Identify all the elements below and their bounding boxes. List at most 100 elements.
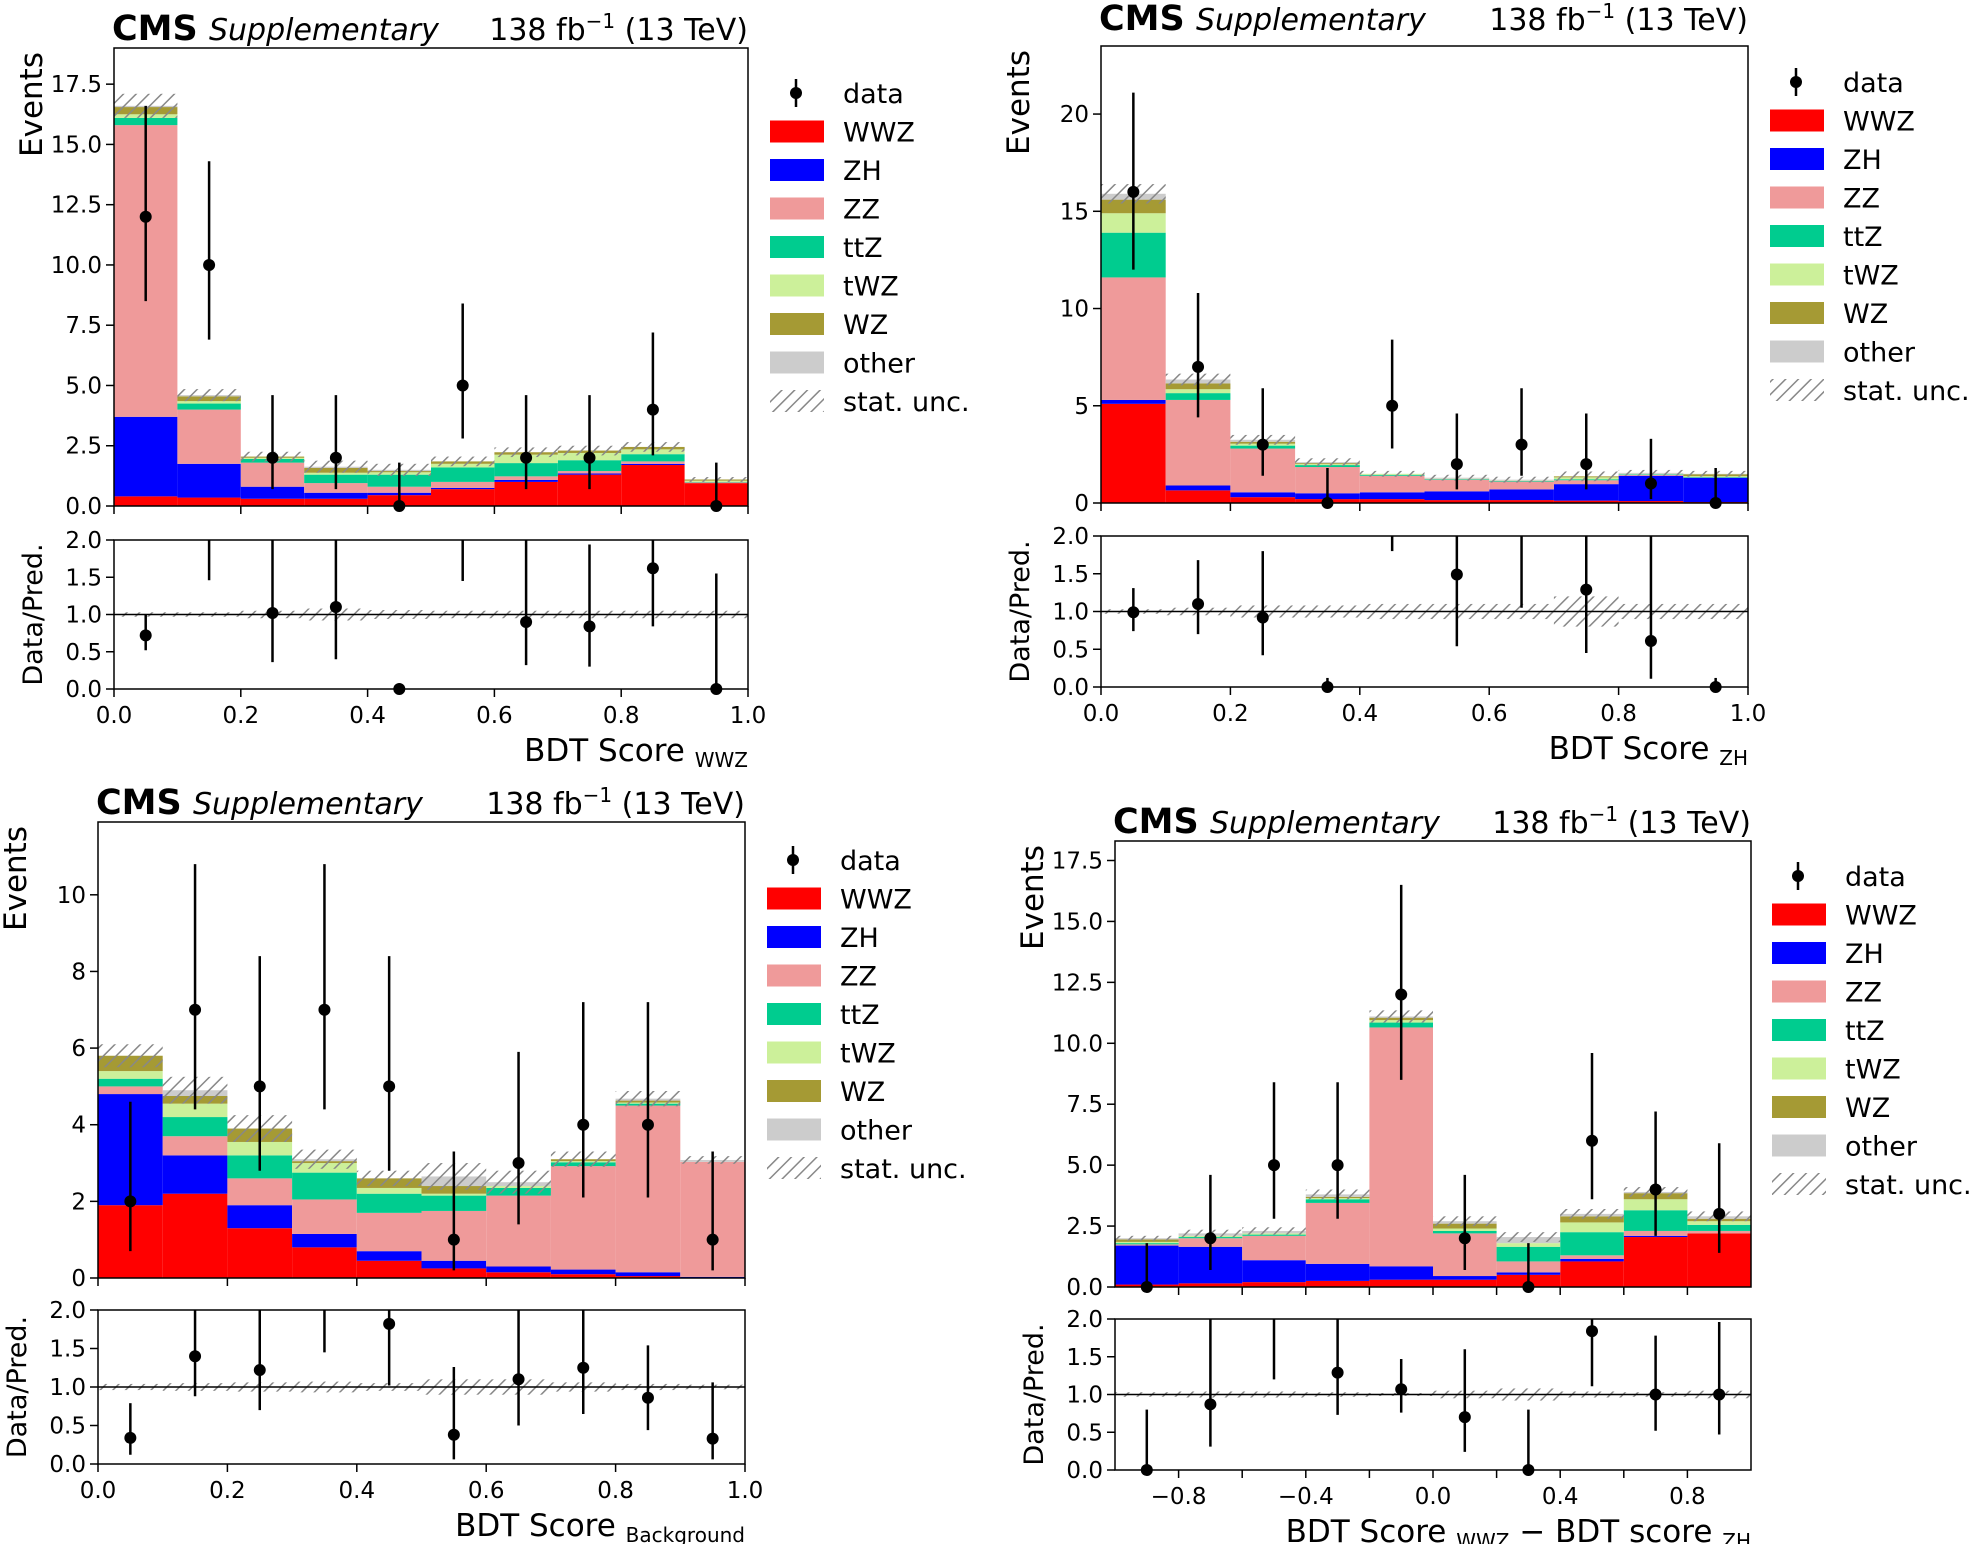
y-tick-label: 8 bbox=[71, 959, 86, 985]
legend-swatch-ttz bbox=[770, 236, 824, 258]
bar-wwz bbox=[550, 1274, 616, 1278]
legend-label: tWZ bbox=[1843, 261, 1899, 292]
legend-label: tWZ bbox=[843, 272, 899, 303]
ratio-y-tick-label: 1.0 bbox=[1066, 1383, 1103, 1409]
bar-wwz bbox=[615, 1276, 681, 1278]
bar-ttz bbox=[431, 467, 495, 482]
data-point bbox=[1713, 1207, 1726, 1220]
legend-item: data bbox=[1792, 862, 1906, 893]
bar-zh bbox=[304, 492, 368, 499]
bar-wwz bbox=[621, 465, 685, 506]
stat-unc-band bbox=[356, 1170, 422, 1187]
ratio-point bbox=[706, 1432, 719, 1445]
bar-ttz bbox=[1560, 1232, 1624, 1256]
y-tick-label: 7.5 bbox=[1066, 1092, 1103, 1118]
legend-label: other bbox=[840, 1116, 913, 1147]
bar-zh bbox=[486, 1266, 551, 1273]
data-point bbox=[1127, 185, 1140, 198]
legend-swatch-wz bbox=[1770, 302, 1824, 324]
legend-item: WZ bbox=[770, 310, 888, 341]
data-point bbox=[520, 451, 533, 464]
bar-wwz bbox=[431, 489, 495, 506]
legend-swatch-twz bbox=[1770, 263, 1824, 286]
bar-zh bbox=[356, 1251, 422, 1261]
bar-wwz bbox=[1305, 1280, 1370, 1287]
legend-label: WZ bbox=[840, 1077, 885, 1108]
bar-zz bbox=[162, 1136, 228, 1156]
x-tick-label: 0.4 bbox=[1342, 701, 1379, 727]
ratio-point bbox=[1580, 583, 1593, 596]
bar-zh bbox=[162, 1155, 228, 1194]
y-tick-label: 0 bbox=[71, 1266, 86, 1292]
ratio-y-tick-label: 0.0 bbox=[65, 677, 102, 703]
bar-zh bbox=[177, 463, 241, 498]
y-tick-label: 7.5 bbox=[65, 313, 102, 339]
data-point bbox=[1580, 458, 1593, 471]
data-point bbox=[1450, 458, 1463, 471]
ratio-y-tick-label: 1.5 bbox=[1052, 562, 1089, 588]
legend-label: WZ bbox=[1843, 299, 1888, 330]
bar-zh bbox=[240, 486, 305, 499]
data-point bbox=[1649, 1183, 1662, 1196]
data-point bbox=[1204, 1232, 1217, 1245]
legend-swatch-wwz bbox=[1770, 109, 1824, 132]
legend-label: other bbox=[1845, 1132, 1918, 1163]
bar-zz bbox=[1242, 1235, 1306, 1261]
bar-zh bbox=[615, 1272, 681, 1277]
bar-twz bbox=[356, 1187, 422, 1194]
legend-swatch-other bbox=[770, 351, 824, 374]
x-tick-label: 0.8 bbox=[597, 1478, 634, 1504]
lumi-value: 138 fb bbox=[489, 13, 585, 48]
x-tick-label: 0.0 bbox=[96, 703, 133, 729]
bar-wwz bbox=[1178, 1283, 1243, 1287]
data-point bbox=[253, 1080, 266, 1093]
ratio-point bbox=[1395, 1383, 1408, 1396]
plot-header: CMS Supplementary 138 fb−1 (13 TeV) bbox=[1099, 0, 1748, 39]
data-point bbox=[318, 1003, 331, 1016]
y-tick-label: 20 bbox=[1060, 102, 1089, 128]
data-point bbox=[1268, 1159, 1280, 1172]
y-tick-label: 17.5 bbox=[1052, 848, 1103, 874]
legend-item: tWZ bbox=[1770, 261, 1899, 292]
main-axes-frame bbox=[1100, 45, 1749, 504]
y-tick-label: 12.5 bbox=[1052, 970, 1103, 996]
x-tick-label: 1.0 bbox=[1730, 701, 1767, 727]
legend-item: WWZ bbox=[767, 885, 912, 916]
legend-swatch-ttz bbox=[767, 1003, 821, 1025]
legend-item: stat. unc. bbox=[770, 387, 970, 418]
legend-swatch-twz bbox=[1772, 1057, 1826, 1080]
legend-label: ZZ bbox=[1843, 184, 1880, 215]
x-tick-label: 0.4 bbox=[349, 703, 386, 729]
legend-swatch-ttz bbox=[1772, 1019, 1826, 1041]
ratio-y-axis-label: Data/Pred. bbox=[1019, 1323, 1050, 1465]
bar-zh bbox=[1553, 484, 1619, 501]
y-tick-label: 5.0 bbox=[65, 373, 102, 399]
data-points bbox=[1127, 92, 1722, 509]
panel-4: CMS Supplementary 138 fb−1 (13 TeV) 0.0 2.5 5… bbox=[1015, 802, 1972, 1544]
ratio-point bbox=[1649, 1388, 1662, 1401]
data-point bbox=[1515, 438, 1528, 451]
ratio-y-axis-label: Data/Pred. bbox=[1005, 540, 1036, 682]
bar-zh bbox=[114, 416, 178, 497]
bar-wwz bbox=[1489, 500, 1554, 503]
panel-1: CMS Supplementary 138 fb−1 (13 TeV) 0.0 2.5 5… bbox=[14, 9, 970, 772]
legend-label: WZ bbox=[843, 310, 888, 341]
x-label-main: BDT Score bbox=[524, 733, 695, 769]
x-tick-label: 0.0 bbox=[80, 1478, 117, 1504]
stat-unc-group bbox=[98, 1044, 745, 1194]
bar-wz bbox=[1560, 1216, 1624, 1223]
main-axes-frame bbox=[97, 821, 746, 1279]
x-tick-label: 0.2 bbox=[223, 703, 260, 729]
legend-label: ttZ bbox=[843, 233, 883, 264]
bar-zz bbox=[98, 1086, 163, 1095]
legend-item: ZH bbox=[1770, 145, 1882, 176]
y-tick-label: 4 bbox=[71, 1113, 86, 1139]
bar-wwz bbox=[1623, 1237, 1688, 1287]
x-label-subscript: ZH bbox=[1719, 746, 1748, 770]
luminosity-label: 138 fb−1 (13 TeV) bbox=[1489, 0, 1748, 38]
legend-label: tWZ bbox=[840, 1039, 896, 1070]
legend-label: stat. unc. bbox=[840, 1154, 967, 1185]
bar-ttz bbox=[162, 1117, 228, 1137]
energy-label: (13 TeV) bbox=[615, 13, 748, 48]
cms-label: CMS bbox=[96, 783, 182, 823]
